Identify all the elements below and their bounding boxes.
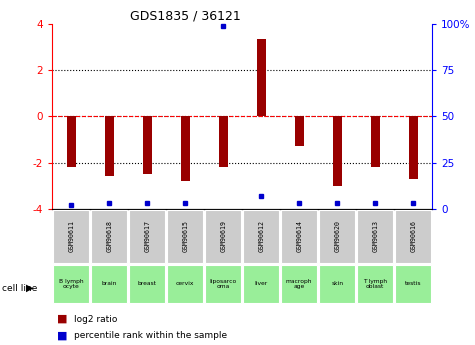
Text: skin: skin — [331, 281, 343, 286]
FancyBboxPatch shape — [129, 210, 165, 263]
Text: GSM90615: GSM90615 — [182, 220, 188, 252]
Text: GSM90618: GSM90618 — [106, 220, 112, 252]
FancyBboxPatch shape — [129, 265, 165, 303]
Text: GSM90613: GSM90613 — [372, 220, 378, 252]
FancyBboxPatch shape — [205, 265, 241, 303]
FancyBboxPatch shape — [243, 210, 279, 263]
Bar — [256, 39, 266, 117]
FancyBboxPatch shape — [395, 265, 431, 303]
Bar — [370, 117, 380, 167]
Bar — [66, 117, 76, 167]
Text: ■: ■ — [57, 331, 67, 340]
Bar — [104, 117, 114, 176]
Text: breast: breast — [138, 281, 157, 286]
FancyBboxPatch shape — [91, 265, 127, 303]
Text: liposarco
oma: liposarco oma — [209, 278, 237, 289]
Text: ▶: ▶ — [26, 283, 34, 293]
Text: GSM90614: GSM90614 — [296, 220, 302, 252]
Text: GSM90617: GSM90617 — [144, 220, 150, 252]
Text: ■: ■ — [57, 314, 67, 324]
Bar — [332, 117, 342, 186]
FancyBboxPatch shape — [91, 210, 127, 263]
Text: GSM90620: GSM90620 — [334, 220, 340, 252]
Text: GSM90612: GSM90612 — [258, 220, 264, 252]
Text: liver: liver — [255, 281, 268, 286]
Bar — [218, 117, 228, 167]
Text: testis: testis — [405, 281, 421, 286]
Title: GDS1835 / 36121: GDS1835 / 36121 — [130, 10, 241, 23]
FancyBboxPatch shape — [243, 265, 279, 303]
FancyBboxPatch shape — [395, 210, 431, 263]
FancyBboxPatch shape — [281, 265, 317, 303]
Text: GSM90616: GSM90616 — [410, 220, 416, 252]
Text: cervix: cervix — [176, 281, 194, 286]
Text: brain: brain — [102, 281, 117, 286]
FancyBboxPatch shape — [53, 265, 89, 303]
FancyBboxPatch shape — [167, 265, 203, 303]
Text: percentile rank within the sample: percentile rank within the sample — [74, 331, 227, 340]
FancyBboxPatch shape — [281, 210, 317, 263]
Bar — [142, 117, 152, 174]
Bar — [294, 117, 304, 146]
FancyBboxPatch shape — [167, 210, 203, 263]
FancyBboxPatch shape — [205, 210, 241, 263]
FancyBboxPatch shape — [357, 210, 393, 263]
Text: log2 ratio: log2 ratio — [74, 315, 117, 324]
FancyBboxPatch shape — [319, 265, 355, 303]
Text: B lymph
ocyte: B lymph ocyte — [59, 278, 84, 289]
Bar — [180, 117, 190, 181]
Text: GSM90611: GSM90611 — [68, 220, 74, 252]
Bar — [408, 117, 418, 179]
Text: GSM90619: GSM90619 — [220, 220, 226, 252]
Text: cell line: cell line — [2, 284, 38, 293]
FancyBboxPatch shape — [319, 210, 355, 263]
Text: macroph
age: macroph age — [286, 278, 313, 289]
FancyBboxPatch shape — [53, 210, 89, 263]
FancyBboxPatch shape — [357, 265, 393, 303]
Text: T lymph
oblast: T lymph oblast — [363, 278, 387, 289]
